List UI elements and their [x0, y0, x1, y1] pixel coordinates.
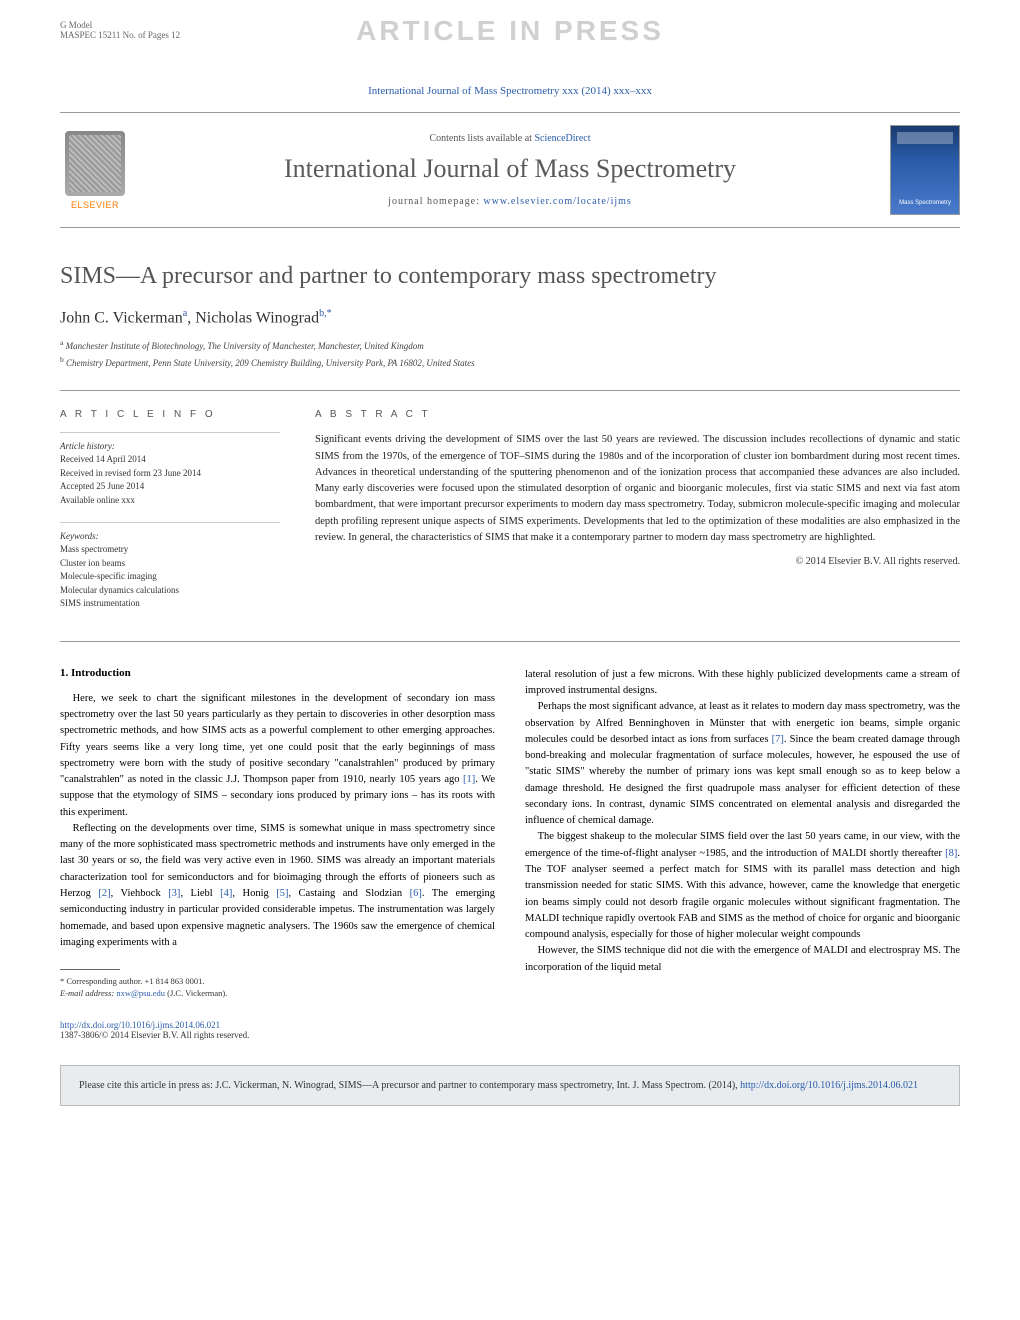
affiliations: a Manchester Institute of Biotechnology,…	[60, 337, 960, 370]
article-title: SIMS—A precursor and partner to contempo…	[60, 263, 960, 290]
ref-6[interactable]: [6]	[410, 888, 422, 899]
left-column: 1. Introduction Here, we seek to chart t…	[60, 667, 495, 1040]
authors: John C. Vickermana, Nicholas Winogradb,*	[60, 308, 960, 327]
keywords-label: Keywords:	[60, 522, 280, 541]
section-divider	[60, 641, 960, 642]
p2e: , Castaing and Slodzian	[288, 888, 409, 899]
ref-3[interactable]: [3]	[168, 888, 180, 899]
header-center: Contents lists available at ScienceDirec…	[148, 133, 872, 207]
author-2: , Nicholas Winograd	[187, 309, 319, 326]
homepage-prefix: journal homepage:	[388, 196, 483, 207]
p2d: , Honig	[232, 888, 276, 899]
author-1: John C. Vickerman	[60, 309, 183, 326]
email-suffix: (J.C. Vickerman).	[165, 988, 227, 998]
contents-line: Contents lists available at ScienceDirec…	[148, 133, 872, 144]
footnote-divider	[60, 969, 120, 970]
history-text: Received 14 April 2014 Received in revis…	[60, 453, 280, 507]
article-info-heading: A R T I C L E I N F O	[60, 409, 280, 420]
sciencedirect-link[interactable]: ScienceDirect	[534, 133, 590, 144]
right-column: lateral resolution of just a few microns…	[525, 667, 960, 1040]
journal-title: International Journal of Mass Spectromet…	[148, 154, 872, 184]
r-p4: However, the SIMS technique did not die …	[525, 943, 960, 976]
journal-cover-thumbnail: Mass Spectrometry	[890, 125, 960, 215]
cite-text: Please cite this article in press as: J.…	[79, 1080, 740, 1091]
abstract-text: Significant events driving the developme…	[315, 432, 960, 546]
info-abstract-row: A R T I C L E I N F O Article history: R…	[60, 390, 960, 611]
homepage-link[interactable]: www.elsevier.com/locate/ijms	[483, 196, 631, 207]
article-in-press-watermark: ARTICLE IN PRESS	[0, 15, 1020, 47]
corr-author: * Corresponding author. +1 814 863 0001.	[60, 976, 495, 988]
ref-4[interactable]: [4]	[220, 888, 232, 899]
author-2-sup: b,*	[319, 308, 332, 319]
body-columns: 1. Introduction Here, we seek to chart t…	[60, 667, 960, 1040]
contents-prefix: Contents lists available at	[429, 133, 534, 144]
cite-doi-link[interactable]: http://dx.doi.org/10.1016/j.ijms.2014.06…	[740, 1080, 918, 1091]
elsevier-tree-icon	[65, 131, 125, 196]
r-p3a: The biggest shakeup to the molecular SIM…	[525, 831, 960, 858]
issn-copyright: 1387-3806/© 2014 Elsevier B.V. All right…	[60, 1030, 495, 1040]
abstract-column: A B S T R A C T Significant events drivi…	[315, 409, 960, 611]
r-p2b: . Since the beam created damage through …	[525, 734, 960, 826]
abstract-copyright: © 2014 Elsevier B.V. All rights reserved…	[315, 556, 960, 567]
ref-8[interactable]: [8]	[945, 848, 957, 859]
affil-a: Manchester Institute of Biotechnology, T…	[66, 341, 424, 351]
elsevier-label: ELSEVIER	[71, 200, 119, 210]
email-label: E-mail address:	[60, 988, 116, 998]
affil-b: Chemistry Department, Penn State Univers…	[66, 358, 475, 368]
ref-1[interactable]: [1]	[463, 774, 475, 785]
journal-header: ELSEVIER Contents lists available at Sci…	[60, 112, 960, 228]
ref-2[interactable]: [2]	[98, 888, 110, 899]
doi-block: http://dx.doi.org/10.1016/j.ijms.2014.06…	[60, 1020, 495, 1040]
intro-heading: 1. Introduction	[60, 667, 495, 679]
p2b: , Viehbock	[111, 888, 169, 899]
citation-box: Please cite this article in press as: J.…	[60, 1065, 960, 1106]
article-info: A R T I C L E I N F O Article history: R…	[60, 409, 280, 611]
right-body: lateral resolution of just a few microns…	[525, 667, 960, 976]
elsevier-logo: ELSEVIER	[60, 128, 130, 213]
ref-7[interactable]: [7]	[772, 734, 784, 745]
history-label: Article history:	[60, 432, 280, 451]
page-container: G Model MASPEC 15211 No. of Pages 12 ART…	[0, 0, 1020, 1136]
p2c: , Liebl	[180, 888, 220, 899]
r-p1: lateral resolution of just a few microns…	[525, 667, 960, 700]
cover-label: Mass Spectrometry	[891, 200, 959, 206]
email-link[interactable]: nxw@psu.edu	[116, 988, 165, 998]
abstract-heading: A B S T R A C T	[315, 409, 960, 420]
ref-5[interactable]: [5]	[276, 888, 288, 899]
r-p3b: . The TOF analyser seemed a perfect matc…	[525, 848, 960, 940]
p1a: Here, we seek to chart the significant m…	[60, 693, 495, 785]
keywords-text: Mass spectrometry Cluster ion beams Mole…	[60, 543, 280, 611]
journal-reference: International Journal of Mass Spectromet…	[60, 85, 960, 97]
intro-body: Here, we seek to chart the significant m…	[60, 691, 495, 951]
corresponding-footnote: * Corresponding author. +1 814 863 0001.…	[60, 976, 495, 1000]
homepage-line: journal homepage: www.elsevier.com/locat…	[148, 196, 872, 207]
doi-link[interactable]: http://dx.doi.org/10.1016/j.ijms.2014.06…	[60, 1020, 220, 1030]
